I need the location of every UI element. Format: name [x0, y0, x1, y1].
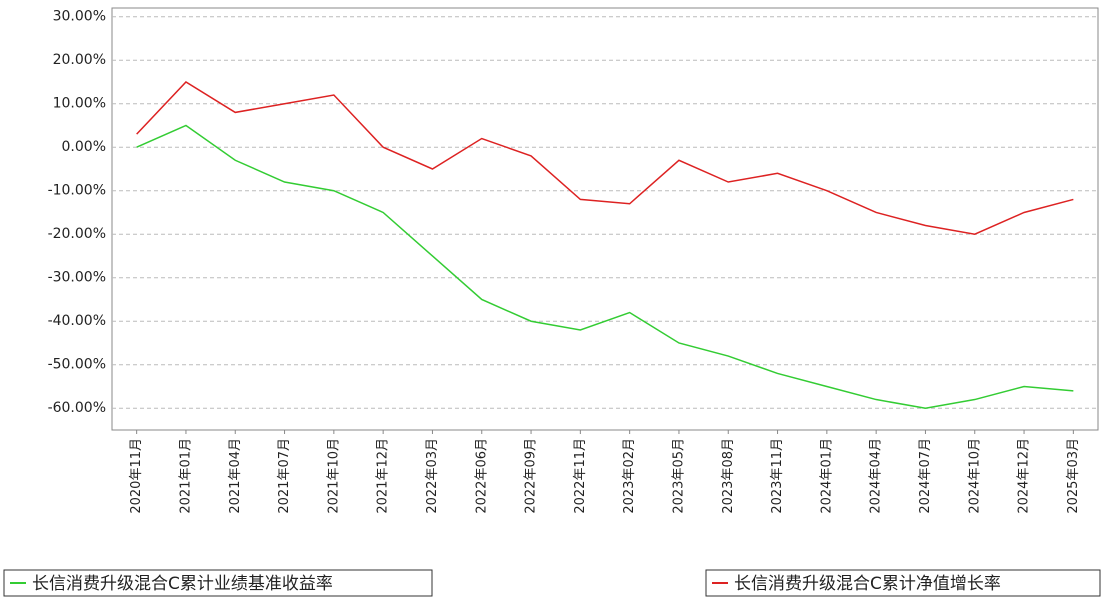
y-tick-label: -60.00%: [48, 400, 106, 416]
x-tick-label: 2021年10月: [326, 438, 341, 514]
x-tick-label: 2023年02月: [622, 438, 637, 514]
y-tick-label: -50.00%: [48, 357, 106, 373]
series-line: [137, 82, 1074, 234]
x-tick-label: 2025年03月: [1066, 438, 1081, 514]
x-tick-label: 2024年10月: [967, 438, 982, 514]
x-tick-label: 2021年04月: [228, 438, 243, 514]
x-tick-label: 2022年09月: [524, 438, 539, 514]
x-tick-label: 2023年05月: [671, 438, 686, 514]
x-tick-label: 2022年06月: [474, 438, 489, 514]
y-tick-label: 0.00%: [62, 139, 106, 155]
x-tick-label: 2022年03月: [425, 438, 440, 514]
x-tick-label: 2024年12月: [1017, 438, 1032, 514]
y-tick-label: 20.00%: [53, 52, 106, 68]
x-tick-label: 2020年11月: [129, 438, 144, 514]
x-tick-label: 2024年07月: [918, 438, 933, 514]
legend-label: 长信消费升级混合C累计净值增长率: [734, 574, 1001, 594]
chart: 30.00% 20.00% 10.00% 0.00% -10.00% -20.00% -30…: [0, 0, 1104, 599]
x-tick-label: 2022年11月: [573, 438, 588, 514]
legend-item: 长信消费升级混合C累计业绩基准收益率: [4, 570, 432, 596]
x-tick-label: 2024年01月: [819, 438, 834, 514]
x-tick-label: 2023年08月: [721, 438, 736, 514]
plot-frame: [112, 8, 1098, 430]
x-tick-label: 2021年12月: [376, 438, 391, 514]
x-tick-label: 2024年04月: [869, 438, 884, 514]
y-tick-label: 10.00%: [53, 96, 106, 112]
x-tick-label: 2023年11月: [770, 438, 785, 514]
series-line: [137, 125, 1074, 408]
legend-item: 长信消费升级混合C累计净值增长率: [706, 570, 1100, 596]
y-tick-label: -10.00%: [48, 183, 106, 199]
y-tick-label: -40.00%: [48, 313, 106, 329]
legend-label: 长信消费升级混合C累计业绩基准收益率: [32, 574, 333, 594]
x-tick-label: 2021年01月: [178, 438, 193, 514]
y-tick-label: 30.00%: [53, 9, 106, 25]
x-tick-label: 2021年07月: [277, 438, 292, 514]
y-tick-label: -30.00%: [48, 270, 106, 286]
y-tick-label: -20.00%: [48, 226, 106, 242]
